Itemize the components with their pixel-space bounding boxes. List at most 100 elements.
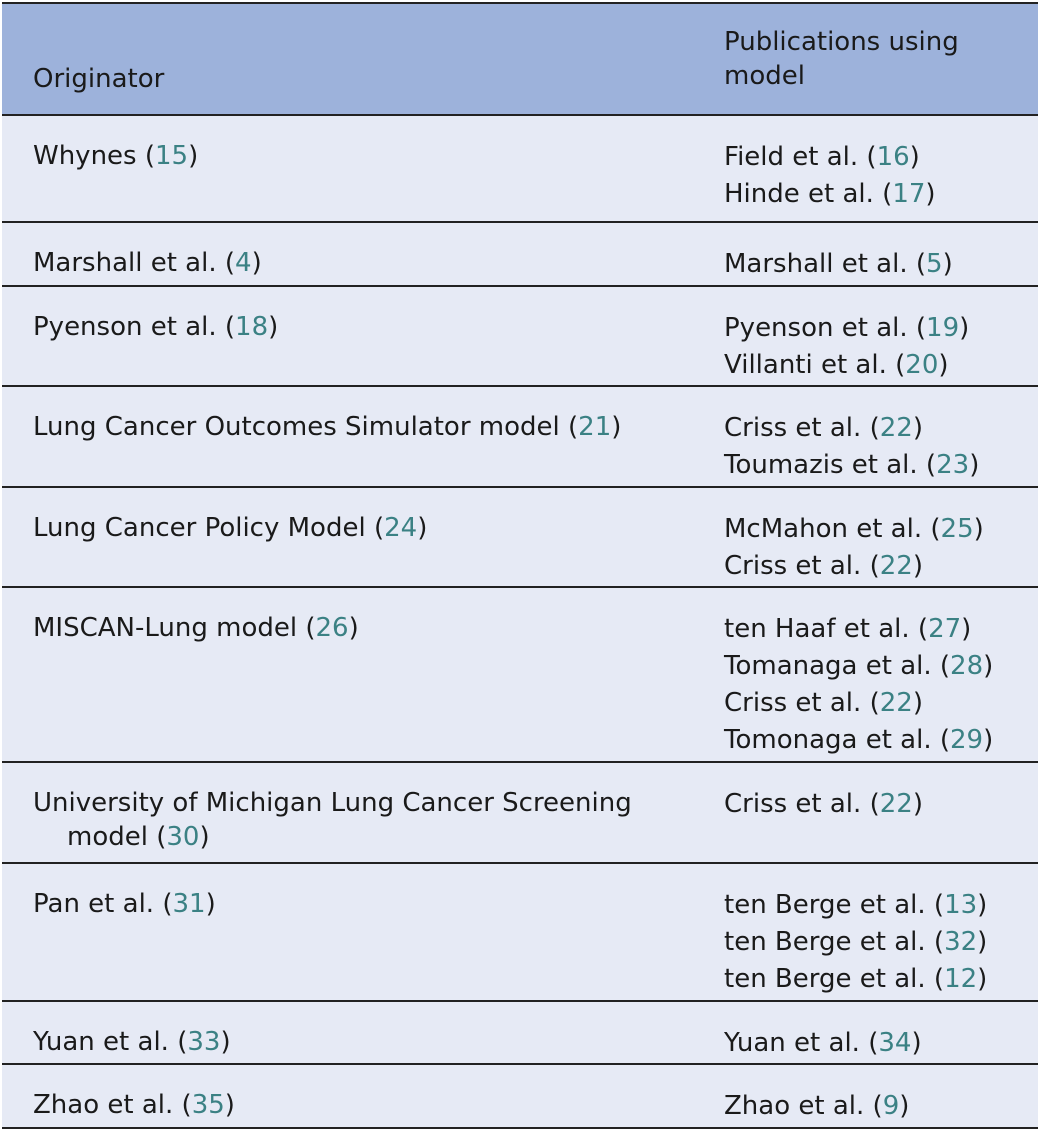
reference-link[interactable]: 24 [384,513,418,543]
reference-link[interactable]: 25 [940,514,974,544]
reference-link[interactable]: 26 [315,613,349,643]
publications-cell: McMahon et al. (25) Criss et al. (22) [724,511,1024,585]
reference-link[interactable]: 18 [235,312,269,342]
reference-link[interactable]: 34 [878,1028,912,1058]
publication-entry: Zhao et al. (9) [724,1091,910,1121]
publication-author: Field et al. [724,142,859,172]
reference-link[interactable]: 22 [879,688,913,718]
originator-name: University of Michigan Lung Cancer Scree… [33,788,632,818]
table-row: University of Michigan Lung Cancer Scree… [2,763,1038,864]
reference-link[interactable]: 16 [876,142,910,172]
table-row: Pyenson et al. (18) Pyenson et al. (19) Vi… [2,287,1038,387]
publication-entry: Hinde et al. (17) [724,179,936,209]
publications-cell: Marshall et al. (5) [724,246,1024,283]
publication-entry: Criss et al. (22) [724,688,923,718]
reference-link[interactable]: 9 [882,1091,900,1121]
reference-link[interactable]: 15 [155,141,189,171]
publications-cell: ten Haaf et al. (27) Tomanaga et al. (28)… [724,611,1024,759]
reference-link[interactable]: 31 [172,889,206,919]
originator-name: Marshall et al. [33,248,217,278]
reference-link[interactable]: 12 [944,964,978,994]
publication-author: Criss et al. [724,688,862,718]
publications-cell: ten Berge et al. (13) ten Berge et al. (3… [724,887,1024,998]
publications-cell: Criss et al. (22) Toumazis et al. (23) [724,410,1024,484]
publication-entry: Pyenson et al. (19) [724,313,970,343]
publication-author: Hinde et al. [724,179,874,209]
publications-cell: Pyenson et al. (19) Villanti et al. (20) [724,310,1024,384]
reference-link[interactable]: 13 [944,890,978,920]
publication-author: ten Haaf et al. [724,614,910,644]
originator-cell: Zhao et al. (35) [33,1090,235,1120]
reference-link[interactable]: 17 [892,179,926,209]
originator-name: MISCAN-Lung model [33,613,298,643]
table-row: Yuan et al. (33) Yuan et al. (34) [2,1002,1038,1065]
reference-link[interactable]: 22 [879,551,913,581]
reference-link[interactable]: 4 [235,248,252,278]
reference-link[interactable]: 27 [928,614,962,644]
publication-author: Tomonaga et al. [724,725,932,755]
table-row: Lung Cancer Outcomes Simulator model (21… [2,387,1038,488]
reference-link[interactable]: 35 [191,1090,225,1120]
originator-name: Lung Cancer Outcomes Simulator model [33,412,560,442]
originator-name-continuation: model (30) [67,822,210,852]
publication-entry: Toumazis et al. (23) [724,450,980,480]
publication-author: Yuan et al. [724,1028,860,1058]
publication-entry: Marshall et al. (5) [724,249,953,279]
publication-author: Toumazis et al. [724,450,918,480]
table-row: Marshall et al. (4) Marshall et al. (5) [2,223,1038,287]
reference-link[interactable]: 20 [905,350,939,380]
table-body: Whynes (15) Field et al. (16) Hinde et al.… [2,116,1038,1129]
originator-cell: Yuan et al. (33) [33,1027,231,1057]
reference-link[interactable]: 21 [578,412,612,442]
publication-entry: Villanti et al. (20) [724,350,949,380]
reference-link[interactable]: 29 [950,725,984,755]
header-publications: Publications using model [724,27,959,91]
originator-cell: Lung Cancer Outcomes Simulator model (21… [33,412,622,442]
publication-entry: ten Berge et al. (13) [724,890,988,920]
publication-author: Pyenson et al. [724,313,908,343]
reference-link[interactable]: 32 [944,927,978,957]
publication-entry: Criss et al. (22) [724,789,923,819]
publications-cell: Yuan et al. (34) [724,1025,1024,1062]
table-header: Originator Publications using model [2,2,1038,116]
table-row: Whynes (15) Field et al. (16) Hinde et al.… [2,116,1038,223]
publication-entry: Tomonaga et al. (29) [724,725,994,755]
publication-author: Marshall et al. [724,249,908,279]
publication-author: Criss et al. [724,551,862,581]
table-row: Lung Cancer Policy Model (24) McMahon et … [2,488,1038,588]
reference-link[interactable]: 22 [879,789,913,819]
publication-author: Criss et al. [724,413,862,443]
reference-link[interactable]: 33 [187,1027,221,1057]
reference-link[interactable]: 28 [950,651,984,681]
reference-link[interactable]: 19 [926,313,960,343]
publication-entry: Tomanaga et al. (28) [724,651,994,681]
originator-continuation-text: model [67,822,148,852]
publication-author: ten Berge et al. [724,964,926,994]
table-row: MISCAN-Lung model (26) ten Haaf et al. (2… [2,588,1038,763]
originator-cell: Lung Cancer Policy Model (24) [33,513,428,543]
reference-link[interactable]: 22 [879,413,913,443]
originator-name: Zhao et al. [33,1090,174,1120]
publications-cell: Field et al. (16) Hinde et al. (17) [724,139,1024,213]
publication-author: McMahon et al. [724,514,923,544]
publication-author: Criss et al. [724,789,862,819]
originator-name: Pyenson et al. [33,312,217,342]
reference-link[interactable]: 30 [166,822,200,852]
publication-entry: Criss et al. (22) [724,551,923,581]
originator-name: Yuan et al. [33,1027,169,1057]
publication-entry: McMahon et al. (25) [724,514,984,544]
originator-cell: MISCAN-Lung model (26) [33,613,359,643]
publication-author: Zhao et al. [724,1091,865,1121]
originator-cell: Pan et al. (31) [33,889,216,919]
publication-author: ten Berge et al. [724,927,926,957]
originator-name: Whynes [33,141,137,171]
publication-entry: Criss et al. (22) [724,413,923,443]
reference-link[interactable]: 5 [926,249,943,279]
publication-entry: Yuan et al. (34) [724,1028,922,1058]
originator-cell: Pyenson et al. (18) [33,312,279,342]
table-row: Zhao et al. (35) Zhao et al. (9) [2,1065,1038,1129]
table-row: Pan et al. (31) ten Berge et al. (13) ten … [2,864,1038,1002]
publication-entry: ten Haaf et al. (27) [724,614,972,644]
originator-cell: Whynes (15) [33,141,199,171]
reference-link[interactable]: 23 [936,450,970,480]
